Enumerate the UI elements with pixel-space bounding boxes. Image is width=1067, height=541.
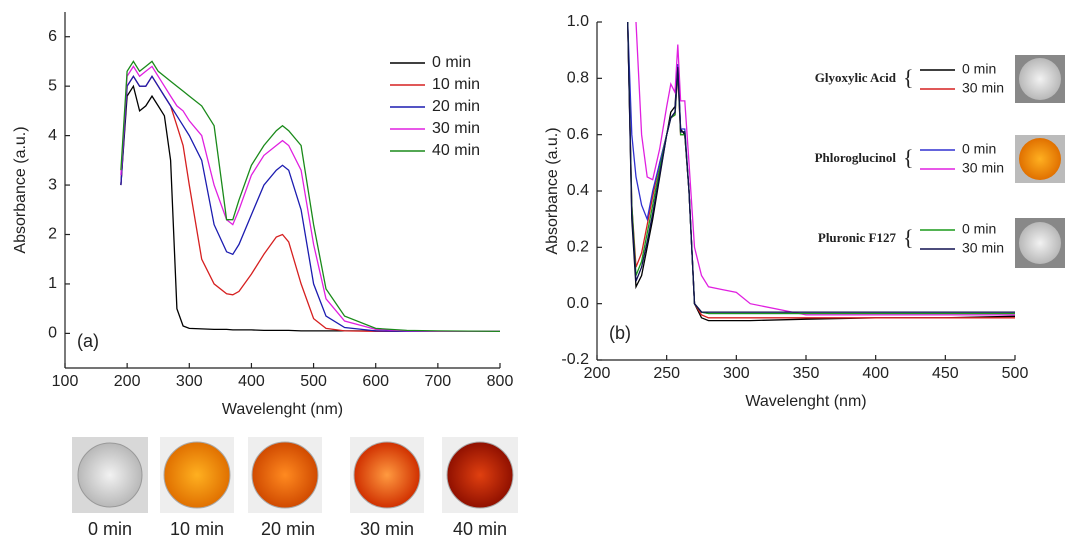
series-line — [627, 22, 1015, 315]
series-line — [120, 60, 500, 333]
legend-label: 0 min — [962, 141, 996, 157]
y-tick-label: 2 — [48, 226, 57, 243]
series-line — [627, 22, 1015, 322]
photo-sample — [1019, 222, 1061, 264]
photo-sample — [1019, 58, 1061, 100]
y-tick-label: 1 — [48, 275, 57, 292]
y-tick-label: 0 — [48, 325, 57, 342]
photo-sample — [353, 441, 421, 509]
x-tick-label: 600 — [362, 373, 389, 390]
y-tick-label: 5 — [48, 77, 57, 94]
series-line — [635, 22, 1015, 316]
series-line — [120, 65, 500, 333]
y-tick-label: 0.2 — [567, 239, 589, 256]
photo-sample — [163, 441, 231, 509]
y-axis-label: Absorbance (a.u.) — [544, 127, 561, 254]
legend-label: 30 min — [432, 120, 480, 137]
y-tick-label: 0.6 — [567, 126, 589, 143]
photos: 0 min 10 min 20 min 30 min 40 min — [72, 437, 518, 539]
legend-label: 0 min — [432, 54, 471, 71]
legend-brace: { — [903, 65, 914, 90]
photo-label: 0 min — [88, 519, 132, 539]
legend-brace: { — [903, 225, 914, 250]
y-tick-label: 1.0 — [567, 13, 589, 30]
legend-label: 10 min — [432, 76, 480, 93]
legend-label: 20 min — [432, 98, 480, 115]
y-tick-label: 3 — [48, 176, 57, 193]
x-tick-label: 350 — [793, 365, 820, 382]
legend-group-label: Pluronic F127 — [818, 230, 897, 245]
y-axis-label: Absorbance (a.u.) — [12, 126, 29, 253]
x-axis-label: Wavelenght (nm) — [745, 393, 866, 410]
legend-label: 30 min — [962, 160, 1004, 176]
plot-area — [120, 60, 500, 333]
x-tick-label: 400 — [238, 373, 265, 390]
y-tick-label: -0.2 — [561, 351, 589, 368]
series-line — [120, 84, 500, 333]
legend-label: 0 min — [962, 61, 996, 77]
legend-brace: { — [903, 145, 914, 170]
photo-sample — [446, 441, 514, 509]
series-line — [627, 22, 1015, 319]
legend-photos — [1015, 55, 1065, 268]
panel-label: (a) — [77, 331, 99, 351]
legend-label: 0 min — [962, 221, 996, 237]
x-tick-label: 450 — [932, 365, 959, 382]
x-axis-label: Wavelenght (nm) — [222, 401, 343, 418]
panel-label: (b) — [609, 323, 631, 343]
photo-sample — [251, 441, 319, 509]
photo-sample — [1019, 138, 1061, 180]
photo-label: 10 min — [170, 519, 224, 539]
series-line — [627, 22, 1015, 313]
x-tick-label: 800 — [487, 373, 514, 390]
legend-group-label: Phloroglucinol — [815, 150, 897, 165]
series-line — [120, 75, 500, 333]
x-tick-label: 200 — [584, 365, 611, 382]
x-tick-label: 100 — [52, 373, 79, 390]
photo-sample — [77, 442, 143, 508]
y-tick-label: 0.0 — [567, 295, 589, 312]
legend-label: 30 min — [962, 240, 1004, 256]
y-tick-label: 0.4 — [567, 182, 589, 199]
x-tick-label: 250 — [653, 365, 680, 382]
y-tick-label: 6 — [48, 28, 57, 45]
y-tick-label: 4 — [48, 127, 57, 144]
photo-label: 20 min — [261, 519, 315, 539]
legend-label: 40 min — [432, 142, 480, 159]
x-tick-label: 200 — [114, 373, 141, 390]
x-tick-label: 400 — [862, 365, 889, 382]
x-tick-label: 500 — [1002, 365, 1029, 382]
x-tick-label: 300 — [176, 373, 203, 390]
x-tick-label: 500 — [300, 373, 327, 390]
legend-group-label: Glyoxylic Acid — [815, 70, 897, 85]
series-line — [627, 22, 1015, 315]
photo-label: 30 min — [360, 519, 414, 539]
photo-label: 40 min — [453, 519, 507, 539]
y-tick-label: 0.8 — [567, 70, 589, 87]
x-tick-label: 700 — [425, 373, 452, 390]
legend-label: 30 min — [962, 80, 1004, 96]
x-tick-label: 300 — [723, 365, 750, 382]
plot-area — [627, 22, 1015, 322]
